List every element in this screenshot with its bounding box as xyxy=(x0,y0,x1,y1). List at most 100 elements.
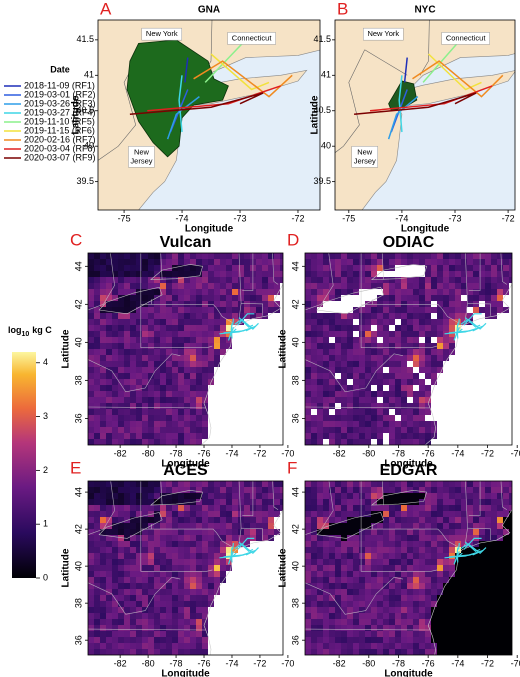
emission-cell xyxy=(425,385,431,391)
emission-cell xyxy=(407,283,413,289)
emission-cell xyxy=(425,427,431,433)
emission-cell xyxy=(130,259,136,265)
emission-cell xyxy=(431,547,437,553)
emission-cell xyxy=(485,523,491,529)
emission-cell xyxy=(106,397,112,403)
emission-cell xyxy=(431,367,437,373)
emission-cell xyxy=(389,265,395,271)
emission-cell xyxy=(130,289,136,295)
emission-cell xyxy=(371,613,377,619)
emission-cell xyxy=(305,295,311,301)
emission-cell xyxy=(184,631,190,637)
emission-cell xyxy=(371,649,377,655)
emission-cell xyxy=(389,571,395,577)
emission-cell xyxy=(437,499,443,505)
emission-cell xyxy=(208,601,214,607)
emission-cell xyxy=(443,487,449,493)
emission-cell xyxy=(112,625,118,631)
emission-cell xyxy=(311,265,317,271)
emission-cell xyxy=(377,505,383,511)
emission-cell xyxy=(365,253,371,259)
emission-cell xyxy=(347,289,353,295)
emission-cell xyxy=(305,265,311,271)
emission-cell xyxy=(94,283,100,289)
emission-cell xyxy=(124,343,130,349)
emission-cell xyxy=(88,547,94,553)
emission-cell xyxy=(88,391,94,397)
emission-cell xyxy=(347,601,353,607)
emission-cell xyxy=(94,337,100,343)
emission-cell xyxy=(371,499,377,505)
emission-cell xyxy=(353,409,359,415)
emission-cell xyxy=(214,289,220,295)
emission-cell xyxy=(377,259,383,265)
emission-cell xyxy=(124,367,130,373)
emission-cell xyxy=(353,553,359,559)
emission-cell xyxy=(190,313,196,319)
emission-cell xyxy=(94,619,100,625)
emission-cell xyxy=(220,307,226,313)
emission-cell xyxy=(178,649,184,655)
emission-cell xyxy=(256,313,262,319)
emission-cell xyxy=(202,511,208,517)
emission-cell xyxy=(208,313,214,319)
place-label: New York xyxy=(146,29,178,38)
emission-cell xyxy=(455,325,461,331)
emission-cell xyxy=(323,283,329,289)
emission-cell xyxy=(383,631,389,637)
emission-cell xyxy=(425,619,431,625)
emission-cell xyxy=(443,577,449,583)
emission-cell xyxy=(232,517,238,523)
emission-cell xyxy=(353,289,359,295)
emission-cell xyxy=(106,541,112,547)
emission-cell xyxy=(449,499,455,505)
emission-cell xyxy=(509,499,512,505)
emission-cell xyxy=(311,643,317,649)
emission-cell xyxy=(214,283,220,289)
emission-cell xyxy=(136,427,142,433)
emission-cell xyxy=(371,427,377,433)
emission-cell xyxy=(130,253,136,259)
emission-cell xyxy=(196,331,202,337)
emission-cell xyxy=(112,331,118,337)
emission-cell xyxy=(431,559,437,565)
emission-cell xyxy=(323,277,329,283)
emission-cell xyxy=(341,397,347,403)
emission-cell xyxy=(178,277,184,283)
emission-cell xyxy=(100,379,106,385)
emission-cell xyxy=(431,433,437,439)
emission-cell xyxy=(166,409,172,415)
emission-cell xyxy=(94,481,100,487)
emission-cell xyxy=(208,265,214,271)
emission-cell xyxy=(172,427,178,433)
emission-cell xyxy=(341,565,347,571)
emission-cell xyxy=(154,295,160,301)
emission-cell xyxy=(262,283,268,289)
emission-cell xyxy=(178,619,184,625)
emission-cell xyxy=(503,493,509,499)
emission-cell xyxy=(359,397,365,403)
emission-cell xyxy=(407,331,413,337)
emission-cell xyxy=(413,589,419,595)
emission-cell xyxy=(202,517,208,523)
emission-cell xyxy=(238,289,244,295)
emission-cell xyxy=(124,511,130,517)
emission-cell xyxy=(401,589,407,595)
emission-cell xyxy=(341,595,347,601)
emission-cell xyxy=(317,313,323,319)
emission-cell xyxy=(413,379,419,385)
emission-cell xyxy=(118,439,124,445)
emission-cell xyxy=(118,481,124,487)
emission-cell xyxy=(94,577,100,583)
emission-cell xyxy=(124,595,130,601)
emission-cell xyxy=(413,427,419,433)
emission-cell xyxy=(166,361,172,367)
emission-cell xyxy=(148,253,154,259)
emission-cell xyxy=(202,529,208,535)
emission-cell xyxy=(208,487,214,493)
emission-cell xyxy=(359,349,365,355)
emission-cell xyxy=(419,493,425,499)
emission-cell xyxy=(359,373,365,379)
state-line xyxy=(88,253,115,311)
emission-cell xyxy=(305,439,311,445)
